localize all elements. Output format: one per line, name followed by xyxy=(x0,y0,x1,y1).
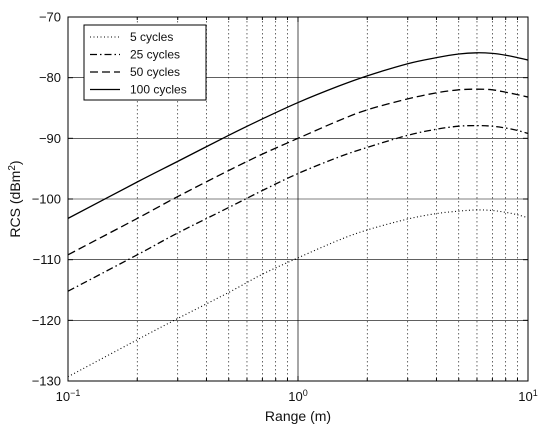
tick-marks xyxy=(67,16,529,382)
y-tick-label: −90 xyxy=(39,131,61,146)
legend: 5 cycles 25 cycles 50 cycles 100 cycles xyxy=(83,24,207,101)
x-tick-label: 100 xyxy=(288,388,307,404)
x-tick-exponent: −1 xyxy=(70,388,80,398)
x-tick-label: 101 xyxy=(518,388,537,404)
y-tick-label: −70 xyxy=(39,10,61,25)
series-line-4 xyxy=(68,52,528,219)
y-axis-label-close: ) xyxy=(7,160,23,165)
x-tick-exponent: 0 xyxy=(303,388,308,398)
series-layer xyxy=(68,52,528,378)
legend-label: 5 cycles xyxy=(130,30,173,44)
y-axis-label-main: RCS (dBm xyxy=(7,171,23,238)
y-tick-label: −130 xyxy=(32,374,61,389)
y-axis-label: RCS (dBm2) xyxy=(7,160,24,237)
x-tick-exponent: 1 xyxy=(533,388,538,398)
y-axis-label-superscript: 2 xyxy=(7,165,18,171)
y-tick-label: −110 xyxy=(33,252,61,267)
x-tick-label: 10−1 xyxy=(56,388,81,404)
x-tick-base: 10 xyxy=(518,389,532,404)
series-line-2 xyxy=(68,124,528,292)
x-tick-labels: 10−1 100 101 xyxy=(56,388,538,404)
x-axis-label: Range (m) xyxy=(265,408,331,424)
y-tick-label: −80 xyxy=(39,70,61,85)
legend-label: 100 cycles xyxy=(130,83,187,97)
legend-label: 50 cycles xyxy=(130,65,180,79)
series-line-1 xyxy=(68,209,528,378)
y-tick-label: −100 xyxy=(32,192,61,207)
y-tick-labels: −130 −120 −110 −100 −90 −80 −70 xyxy=(32,10,61,389)
x-tick-base: 10 xyxy=(288,389,302,404)
series-line-3 xyxy=(68,88,528,256)
legend-label: 25 cycles xyxy=(130,48,180,62)
x-tick-base: 10 xyxy=(56,389,70,404)
y-tick-label: −120 xyxy=(32,313,61,328)
